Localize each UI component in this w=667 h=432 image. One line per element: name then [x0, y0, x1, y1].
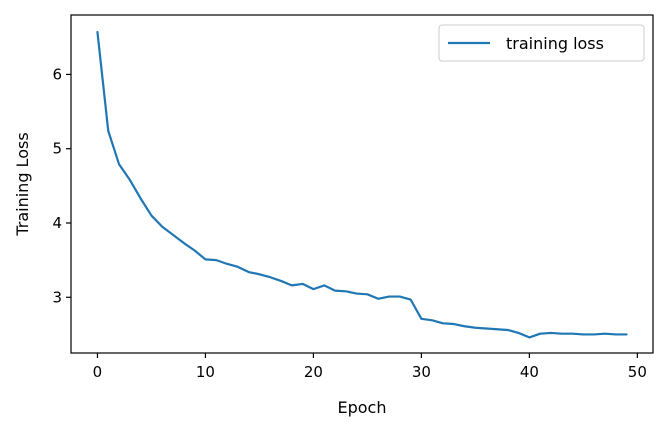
legend: training loss	[438, 24, 645, 62]
x-tick-label: 40	[520, 363, 539, 381]
axis-ticks: 0 10 20 30 40 50 3 4 5 6	[52, 65, 646, 381]
x-tick-label: 50	[628, 363, 647, 381]
x-tick-label: 10	[196, 363, 215, 381]
plot-area	[96, 30, 628, 339]
legend-label: training loss	[506, 34, 604, 53]
y-tick-label: 5	[52, 140, 62, 158]
series-line-training-loss	[96, 30, 628, 339]
y-tick-label: 3	[52, 288, 62, 306]
x-tick-label: 30	[412, 363, 431, 381]
x-tick-label: 0	[93, 363, 103, 381]
y-tick-label: 6	[52, 65, 62, 83]
y-tick-label: 4	[52, 214, 62, 232]
legend-box	[438, 24, 645, 62]
x-tick-label: 20	[304, 363, 323, 381]
y-axis-label: Training Loss	[13, 132, 32, 236]
x-axis-label: Epoch	[338, 398, 387, 417]
axes-frame	[70, 14, 654, 354]
